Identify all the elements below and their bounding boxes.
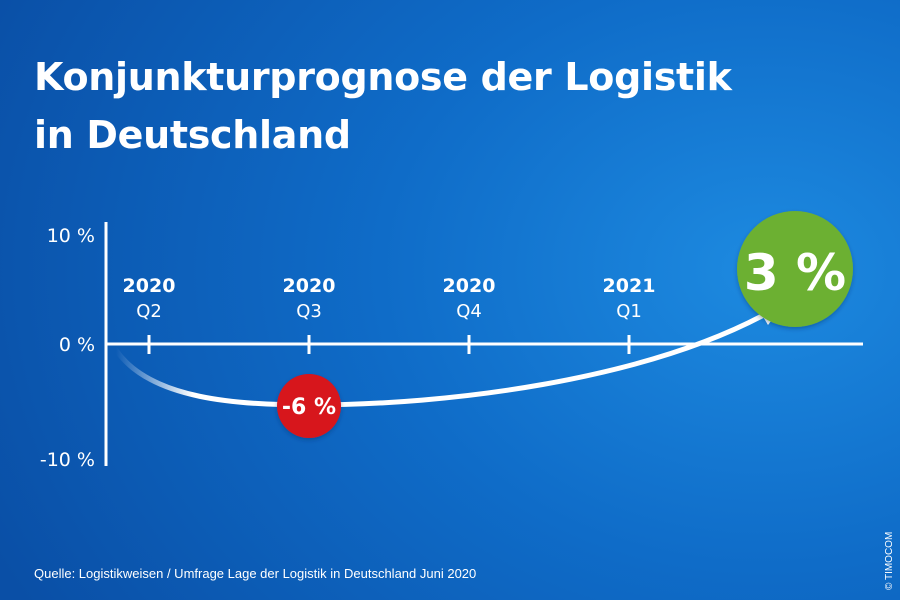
x-label-quarter-3: Q4 [456,301,482,322]
y-tick-label-minus-10: -10 % [40,449,95,471]
x-label-year-2: 2020 [283,275,336,297]
x-label-year-3: 2020 [443,275,496,297]
chart-title: Konjunkturprognose der Logistik in Deuts… [34,48,732,164]
x-label-quarter-2: Q3 [296,301,322,322]
trough-circle [277,374,341,438]
title-line-1: Konjunkturprognose der Logistik [34,55,732,99]
y-tick-label-10: 10 % [47,225,95,247]
x-label-year-4: 2021 [603,275,656,297]
target-label: 3 % [744,244,846,302]
trough-badge: -6 % [277,374,341,438]
trough-label: -6 % [282,395,336,420]
forecast-curve [113,313,765,408]
target-circle [737,211,853,327]
x-label-quarter-1: Q2 [136,301,162,322]
title-line-2: in Deutschland [34,113,351,157]
y-tick-label-0: 0 % [59,334,95,356]
copyright-note: © TIMOCOM [884,531,895,590]
x-label-year-1: 2020 [123,275,176,297]
target-badge: 3 % [737,211,853,327]
x-label-quarter-4: Q1 [616,301,642,322]
source-note: Quelle: Logistikweisen / Umfrage Lage de… [34,566,477,581]
